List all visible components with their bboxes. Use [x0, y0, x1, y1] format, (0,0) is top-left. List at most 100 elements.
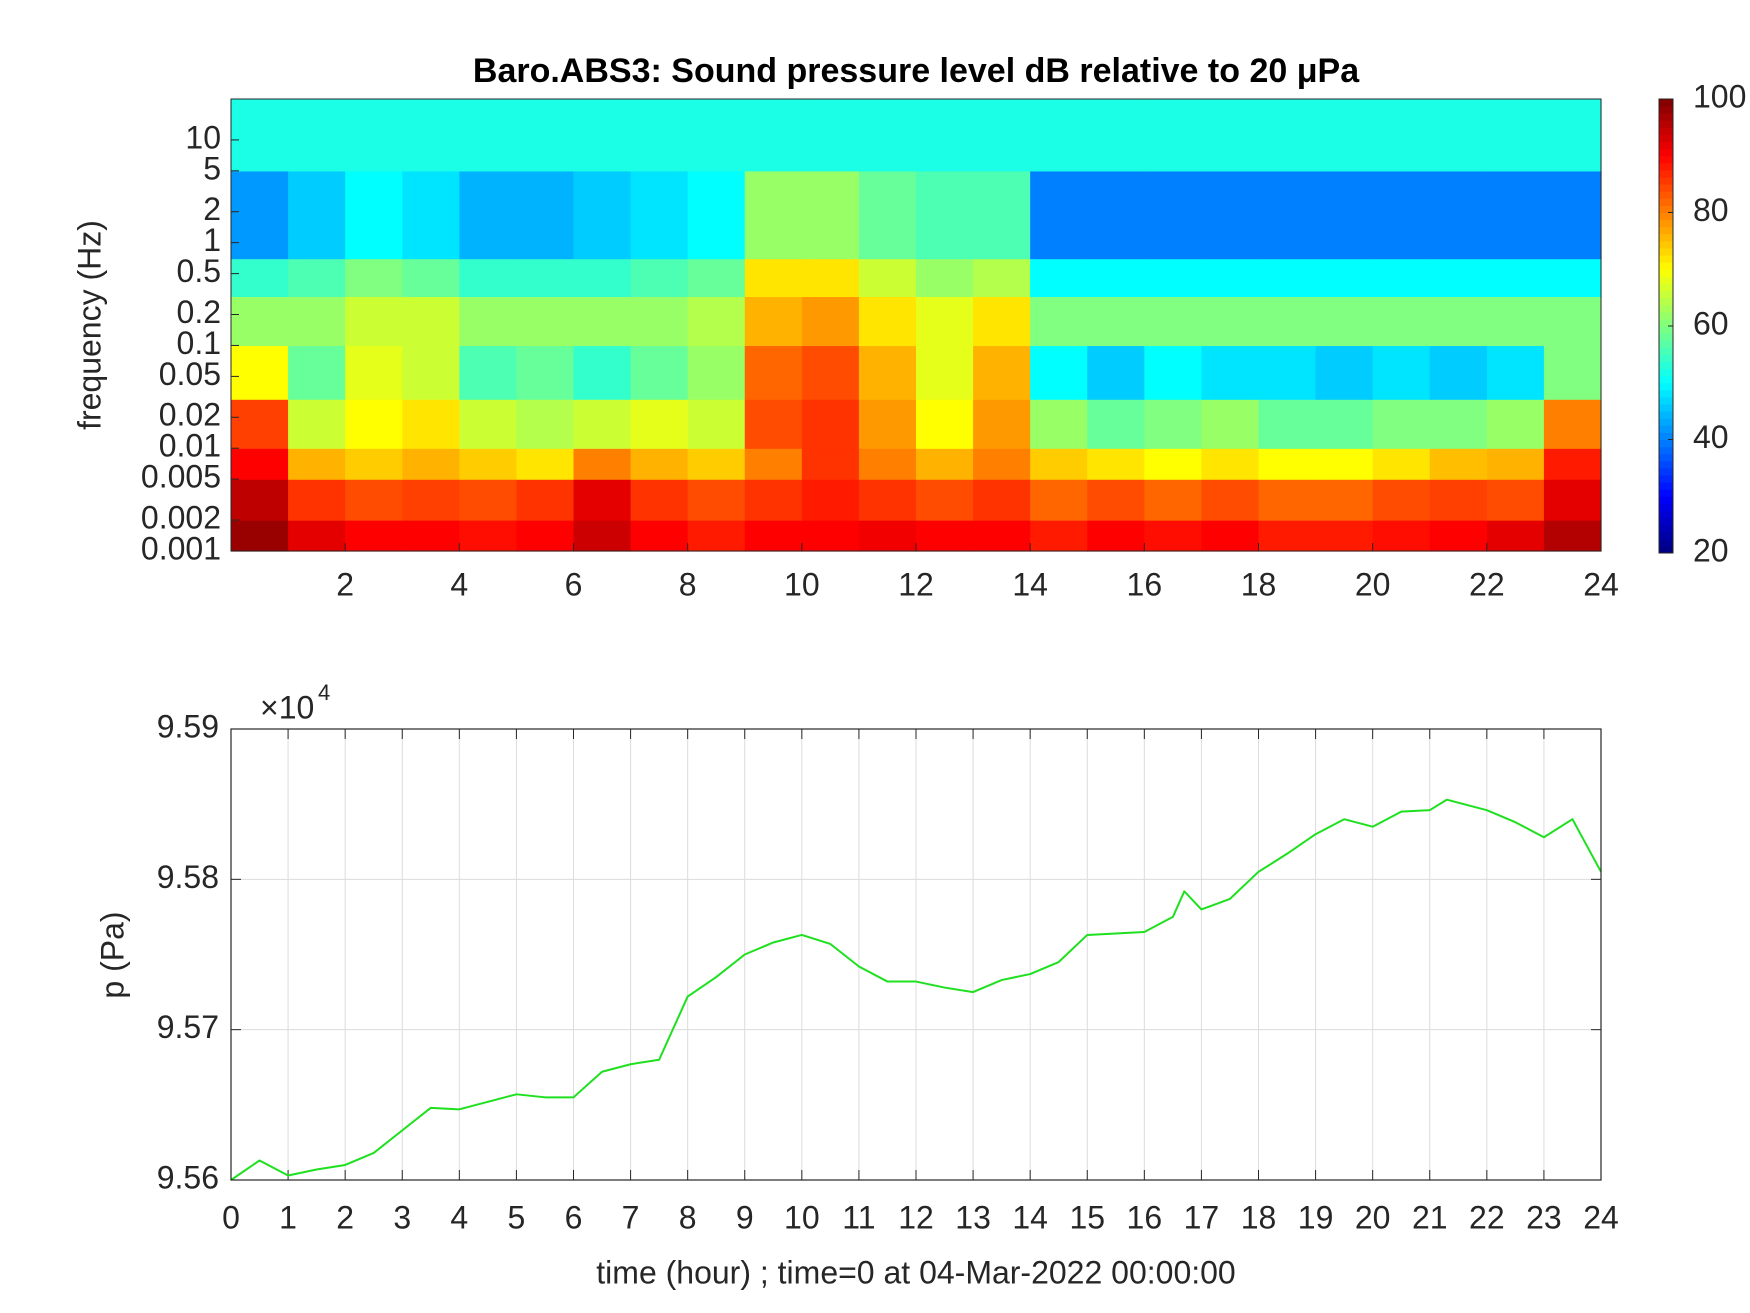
colorbar-swatch [1659, 340, 1673, 348]
heatmap-cell [1543, 448, 1602, 480]
heatmap-cell [916, 520, 974, 552]
colorbar-swatch [1659, 425, 1673, 433]
heatmap-cell [1030, 520, 1088, 552]
heatmap-cell [1543, 345, 1602, 400]
heatmap-cell [916, 296, 974, 347]
heatmap-cell [1372, 399, 1431, 449]
x-tick-label: 2 [336, 1199, 354, 1235]
x-tick-label: 6 [565, 1199, 583, 1235]
heatmap-cell [1429, 345, 1488, 400]
x-tick-label: 0 [222, 1199, 240, 1235]
heatmap-cell [744, 520, 803, 552]
heatmap-cell [459, 520, 518, 552]
y-tick-label: 0.1 [177, 325, 221, 361]
colorbar-swatch [1659, 262, 1673, 270]
heatmap-cell [231, 520, 289, 552]
heatmap-cell [973, 520, 1031, 552]
colorbar-swatch [1659, 489, 1673, 497]
heatmap-cell [1543, 258, 1602, 298]
heatmap-cell [630, 170, 689, 260]
x-tick-label: 20 [1355, 1199, 1391, 1235]
x-tick-label: 12 [898, 566, 934, 602]
heatmap-cell [1543, 99, 1602, 172]
x-tick-label: 8 [679, 1199, 697, 1235]
heatmap-cell [402, 448, 460, 480]
heatmap-cell [1144, 170, 1203, 260]
heatmap-cell [744, 399, 803, 449]
heatmap-cell [516, 170, 575, 260]
heatmap-cell [630, 258, 689, 298]
colorbar-swatch [1659, 538, 1673, 547]
heatmap-cell [345, 170, 403, 260]
heatmap-cell [1429, 520, 1488, 552]
heatmap-cell [231, 99, 289, 172]
heatmap-cell [858, 170, 917, 260]
colorbar-swatch [1659, 333, 1673, 341]
y-tick-label: 0.5 [177, 253, 221, 289]
colorbar-swatch [1659, 396, 1673, 405]
heatmap-cell [1372, 448, 1431, 480]
heatmap-cell [687, 99, 746, 172]
colorbar-swatch [1659, 482, 1673, 490]
heatmap-cell [402, 345, 460, 400]
heatmap-cell [916, 345, 974, 400]
colorbar-swatch [1659, 169, 1673, 178]
colorbar-swatch [1659, 446, 1673, 455]
heatmap-cell [288, 170, 346, 260]
heatmap-cell [1201, 399, 1260, 449]
x-tick-label: 13 [955, 1199, 991, 1235]
x-tick-label: 8 [679, 566, 697, 602]
heatmap-cell [573, 345, 632, 400]
heatmap-cell [801, 258, 860, 298]
heatmap-cell [973, 258, 1031, 298]
heatmap-cell [1030, 170, 1088, 260]
colorbar-swatch [1659, 120, 1673, 128]
colorbar-swatch [1659, 382, 1673, 391]
heatmap-cell [1486, 479, 1545, 521]
heatmap-cell [573, 520, 632, 552]
heatmap-cell [687, 296, 746, 347]
y-tick-label: 0.2 [177, 294, 221, 330]
heatmap-cell [1543, 479, 1602, 521]
heatmap-cell [1258, 399, 1317, 449]
y-tick-label: 9.58 [157, 859, 219, 895]
y-tick-label: 0.05 [159, 356, 221, 392]
axes-frame [230, 728, 1602, 1181]
x-tick-label: 18 [1241, 1199, 1277, 1235]
colorbar-swatch [1659, 269, 1673, 277]
heatmap-cell [916, 170, 974, 260]
heatmap-cell [801, 399, 860, 449]
heatmap-cell [687, 479, 746, 521]
heatmap-cell [402, 399, 460, 449]
y-tick-label: 0.005 [141, 459, 221, 495]
heatmap-cell [345, 99, 403, 172]
heatmap-cell [973, 448, 1031, 480]
heatmap-cell [801, 448, 860, 480]
heatmap-cell [1144, 399, 1203, 449]
heatmap-cell [1486, 258, 1545, 298]
heatmap-cell [573, 99, 632, 172]
x-tick-label: 1 [279, 1199, 297, 1235]
heatmap-cell [1030, 399, 1088, 449]
heatmap-cell [1201, 345, 1260, 400]
colorbar-swatch [1659, 510, 1673, 519]
heatmap-cell [973, 99, 1031, 172]
heatmap-cell [1315, 448, 1374, 480]
colorbar-swatch [1659, 474, 1673, 483]
heatmap-cell [345, 448, 403, 480]
data-line [230, 798, 1602, 1181]
colorbar-swatch [1659, 389, 1673, 398]
heatmap-cell [687, 448, 746, 480]
heatmap-cell [1144, 520, 1203, 552]
heatmap-cell [1315, 345, 1374, 400]
colorbar-swatch [1659, 205, 1673, 213]
heatmap-cell [801, 479, 860, 521]
heatmap-cell [916, 448, 974, 480]
heatmap-cell [345, 258, 403, 298]
heatmap-cell [1429, 170, 1488, 260]
colorbar-swatch [1659, 226, 1673, 235]
heatmap-cell [345, 520, 403, 552]
heatmap-cell [288, 448, 346, 480]
y-tick-label: 9.57 [157, 1009, 219, 1045]
